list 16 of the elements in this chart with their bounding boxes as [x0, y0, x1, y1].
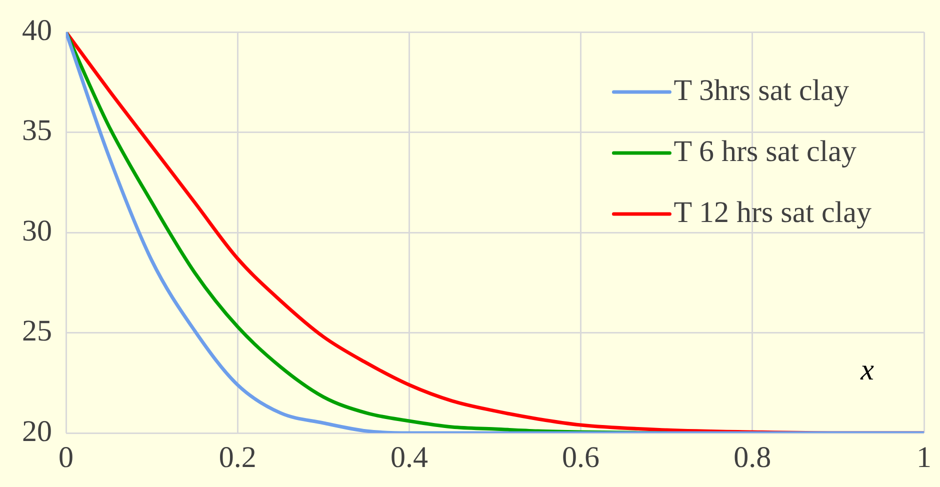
x-tick-label: 0.6: [562, 440, 600, 474]
x-tick-label: 0.4: [390, 440, 428, 474]
y-tick-label: 20: [22, 414, 52, 448]
y-tick-label: 25: [22, 314, 52, 348]
legend-label: T 12 hrs sat clay: [674, 196, 872, 229]
y-tick-label: 35: [22, 114, 52, 148]
x-axis-title: x: [860, 354, 875, 387]
legend-label: T 3hrs sat clay: [674, 74, 849, 107]
x-tick-label: 1: [916, 440, 932, 474]
legend-label: T 6 hrs sat clay: [674, 134, 856, 168]
y-tick-label: 40: [22, 14, 52, 47]
x-tick-label: 0: [58, 440, 74, 474]
x-tick-label: 0.2: [218, 440, 256, 474]
y-tick-label: 30: [22, 214, 52, 248]
line-series: [66, 32, 924, 433]
x-tick-label: 0.8: [734, 440, 772, 474]
